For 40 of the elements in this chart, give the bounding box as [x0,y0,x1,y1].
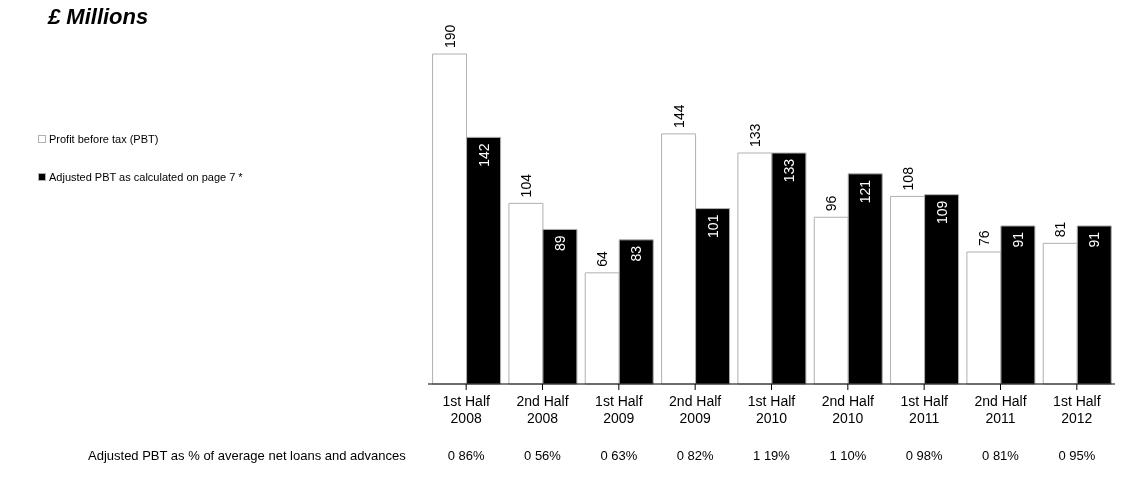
text: 0 81% [981,448,1020,463]
x-tick-label: 1st Half 2012 [1053,393,1101,426]
x-tick-label: 1st Half 2009 [595,393,643,426]
legend-label: Profit before tax (PBT) [49,133,159,145]
text: 0 56% [523,448,562,463]
text: 0 63% [599,448,639,463]
text: 1 10% [828,448,868,463]
x-tick-label: 1st Half 2008 [442,393,490,426]
data-label: 144 [670,104,687,128]
data-label: 91 [1009,231,1026,248]
data-label: 109 [933,200,950,225]
x-tick-label: 2nd Half 2008 [516,393,569,426]
data-label: 101 [704,214,721,238]
data-label: 121 [857,179,874,204]
data-label: 190 [441,24,458,48]
data-label: 76 [975,230,992,246]
text: 0 95% [1057,448,1097,463]
data-label: 91 [1086,231,1103,248]
text: 1 19% [752,448,791,463]
text: £ Millions [48,4,149,30]
data-label: 83 [628,245,645,262]
data-label: 104 [517,173,534,198]
data-label: 133 [746,123,763,147]
data-label: 142 [475,143,492,167]
x-tick-label: 1st Half 2010 [747,393,796,426]
text: Adjusted PBT as % of average net loans and advances [88,448,407,463]
data-label: 133 [780,158,797,183]
data-label: 96 [823,195,840,212]
data-label: 64 [594,251,611,267]
legend-label: Adjusted PBT as calculated on page 7 * [49,171,243,183]
x-tick-label: 2nd Half 2010 [821,393,875,426]
text: 0 82% [675,448,715,463]
data-label: 81 [1052,221,1069,238]
text: 0 98% [904,448,944,463]
x-tick-label: 2nd Half 2009 [669,393,722,426]
text: 0 86% [446,448,486,463]
x-tick-label: 2nd Half 2011 [974,393,1027,426]
x-tick-label: 1st Half 2011 [900,393,948,426]
data-label: 108 [899,166,916,191]
data-label: 89 [551,235,568,251]
